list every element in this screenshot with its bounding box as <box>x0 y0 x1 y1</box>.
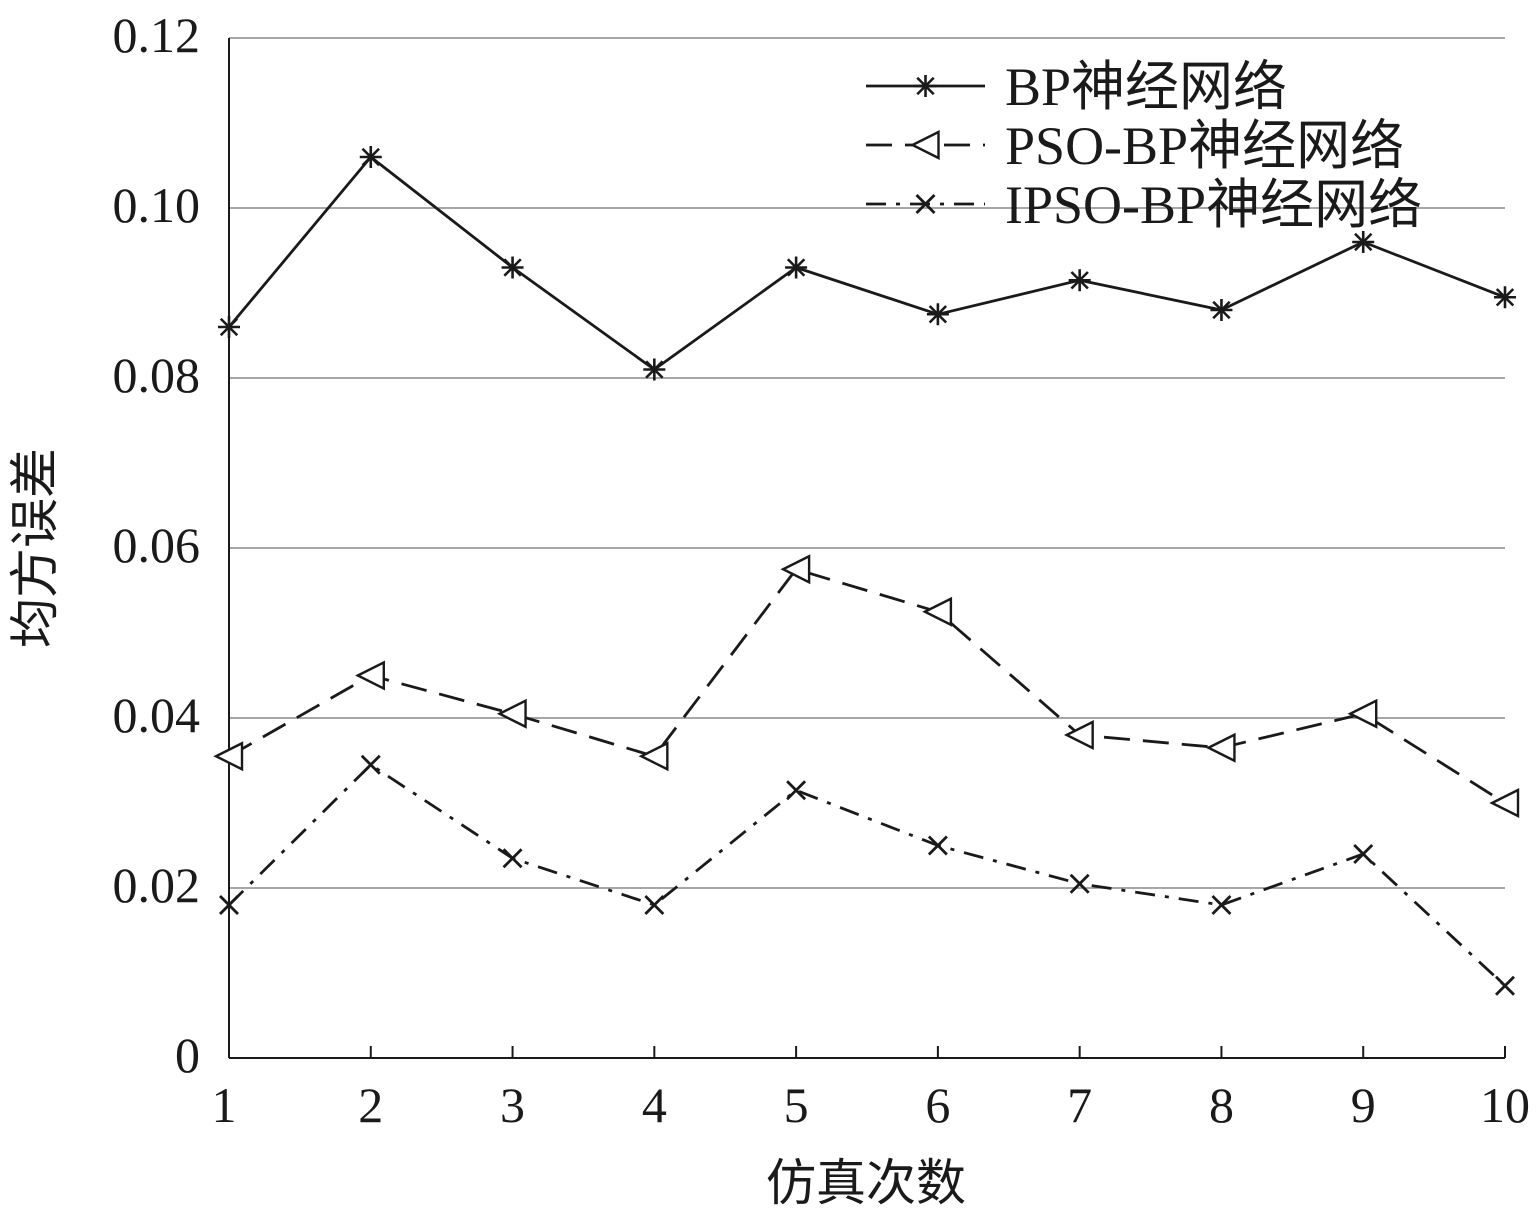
data-point <box>1068 269 1091 292</box>
axes: 0 0.02 0.04 0.06 0.08 0.10 0.12 1 2 3 4 5 6 7 8 9 10 <box>113 7 1531 1133</box>
gridlines <box>229 37 1505 889</box>
y-tick-label: 0 <box>175 1027 200 1083</box>
data-point <box>926 303 949 326</box>
data-point <box>1205 732 1236 763</box>
data-point <box>909 130 940 160</box>
data-point <box>922 596 953 627</box>
data-point <box>780 554 811 585</box>
x-tick-label: 3 <box>500 1077 525 1133</box>
data-point <box>915 194 936 214</box>
data-point <box>785 256 808 279</box>
data-point <box>1210 299 1233 321</box>
x-tick-label: 4 <box>642 1077 667 1133</box>
data-point <box>1063 720 1094 750</box>
data-point <box>219 895 239 915</box>
data-point <box>213 741 244 772</box>
x-tick-label: 10 <box>1480 1077 1530 1133</box>
data-point <box>1353 844 1374 864</box>
series-line <box>227 155 1506 371</box>
x-tick-label: 7 <box>1067 1077 1092 1133</box>
data-point <box>638 741 669 772</box>
legend-label: PSO-BP神经网络 <box>1005 116 1404 176</box>
series-group <box>213 146 1520 996</box>
data-point <box>502 848 523 869</box>
y-tick-label: 0.02 <box>113 857 201 913</box>
x-tick-label: 5 <box>784 1077 809 1133</box>
data-point <box>359 146 382 168</box>
series-line <box>228 763 1506 987</box>
series-line <box>228 567 1506 805</box>
data-point <box>927 835 948 856</box>
x-tick-label: 2 <box>358 1077 383 1133</box>
legend-label: IPSO-BP神经网络 <box>1005 175 1422 235</box>
data-point <box>914 75 937 97</box>
data-point <box>786 780 807 801</box>
x-tick-label: 9 <box>1351 1077 1376 1133</box>
data-point <box>1347 698 1378 729</box>
y-tick-label: 0.06 <box>113 517 201 573</box>
x-tick-label: 1 <box>212 1077 237 1133</box>
data-point <box>1211 895 1232 915</box>
legend-label: BP神经网络 <box>1005 57 1287 117</box>
data-point <box>501 256 524 279</box>
data-point <box>1489 788 1520 818</box>
data-point <box>218 316 240 338</box>
x-axis-title: 仿真次数 <box>766 1154 966 1211</box>
data-point <box>1352 231 1375 253</box>
y-tick-label: 0.08 <box>113 347 201 403</box>
data-point <box>644 895 665 915</box>
data-point <box>1069 873 1090 894</box>
data-point <box>496 698 527 729</box>
y-tick-label: 0.04 <box>113 687 201 743</box>
x-tick-label: 8 <box>1209 1077 1234 1133</box>
y-tick-label: 0.10 <box>113 177 201 233</box>
data-point <box>1495 975 1515 996</box>
y-axis-title: 均方误差 <box>6 448 64 648</box>
x-tick-label: 6 <box>925 1077 950 1133</box>
data-point <box>360 754 381 775</box>
data-point <box>1494 286 1516 309</box>
y-tick-label: 0.12 <box>113 7 201 63</box>
data-point <box>643 358 666 381</box>
data-point <box>355 660 385 691</box>
